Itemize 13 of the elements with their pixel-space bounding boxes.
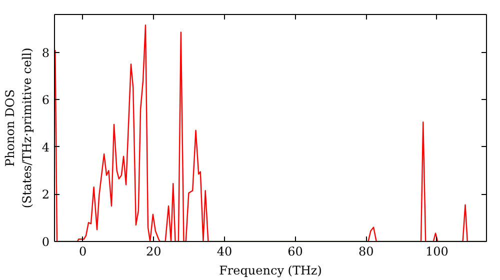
x-axis-title: Frequency (THz) (219, 264, 322, 278)
y-tick-label: 2 (42, 188, 50, 202)
y-tick-label: 4 (42, 140, 50, 154)
x-tick-label: 60 (288, 244, 303, 258)
y-tick-label: 8 (42, 46, 50, 60)
y-tick-label: 0 (42, 235, 50, 249)
x-tick-label: 40 (216, 244, 232, 258)
x-tick-label: 0 (79, 244, 87, 258)
y-tick-label: 6 (42, 93, 50, 108)
x-tick-label: 20 (146, 244, 162, 258)
x-tick-label: 100 (425, 244, 448, 258)
y-axis-title: Phonon DOS (States/THz·primitive cell) (3, 48, 34, 208)
x-tick-label: 80 (358, 244, 374, 258)
